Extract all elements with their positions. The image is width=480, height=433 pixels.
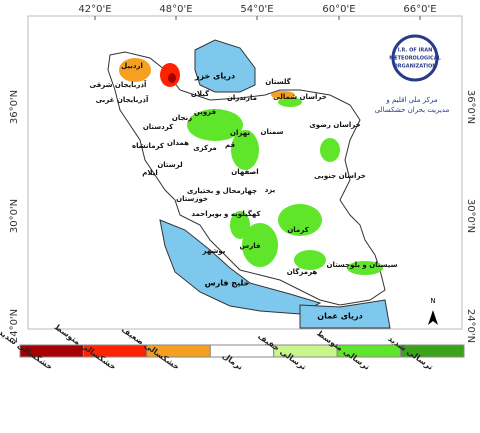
province-label: قزوین: [194, 108, 217, 116]
province-label: آذربایجان غربی: [96, 95, 149, 104]
province-label: خوزستان: [176, 195, 208, 203]
lat-label-right: 36°0'N: [465, 90, 476, 124]
province-label: خراسان جنوبی: [314, 172, 366, 180]
province-label: بوشهر: [202, 247, 226, 255]
province-label: کردستان: [143, 123, 174, 131]
lon-label: 48°0'E: [159, 4, 192, 15]
province-label: کهگیلویه و بویراحمد: [191, 209, 261, 218]
sea-label: خلیج فارس: [205, 279, 250, 289]
logo-persian: مرکز ملی اقلیم و: [385, 96, 437, 104]
province-label: کرمان: [287, 226, 309, 234]
province-label: سمنان: [260, 128, 283, 136]
gulf-of-oman: [299, 299, 391, 329]
province-label: اردبیل: [121, 62, 143, 70]
province-label: لرستان: [157, 161, 183, 169]
province-label: فارس: [240, 242, 261, 250]
lon-label: 54°0'E: [240, 4, 273, 15]
province-label: همدان: [167, 139, 189, 147]
wet-areas: [187, 97, 383, 275]
province-label: خراسان رضوی: [309, 121, 360, 129]
dry-areas: [119, 58, 295, 99]
logo-text: METEOROLOGICAL: [389, 56, 441, 62]
logo-persian: مدیریت بحران خشکسالی: [375, 106, 450, 114]
province-label: یزد: [265, 186, 276, 194]
province-label: سیستان و بلوچستان: [326, 261, 397, 269]
lat-label: 24°0'N: [9, 309, 20, 343]
province-label: تهران: [230, 129, 250, 137]
lat-label-right: 24°0'N: [465, 309, 476, 343]
province-label: زنجان: [172, 114, 192, 122]
lat-label: 30°0'N: [9, 199, 20, 233]
lon-label: 66°0'E: [403, 4, 436, 15]
province-label: قم: [225, 141, 235, 149]
logo-ring: [391, 34, 439, 82]
province-label: هرمزگان: [287, 267, 318, 276]
lon-label: 60°0'E: [322, 4, 355, 15]
legend-swatch: [209, 344, 275, 358]
sea-label: دریای خزر: [194, 72, 235, 81]
province-label: کرمانشاه: [132, 142, 165, 150]
legend-swatch: [400, 344, 465, 358]
lat-label-right: 30°0'N: [465, 199, 476, 233]
province-label: چهارمحال و بختیاری: [187, 187, 257, 195]
logo-text: I.R. OF IRAN: [398, 48, 433, 54]
province-label: آذربایجان شرقی: [90, 80, 147, 89]
province-label: گیلان: [191, 89, 210, 98]
north-label: N: [430, 297, 435, 305]
province-label: گلستان: [265, 77, 291, 86]
province-label: ایلام: [142, 169, 157, 177]
province-label: مرکزی: [193, 144, 217, 152]
province-label: مازندران: [227, 94, 257, 102]
caspian-sea: [194, 39, 256, 93]
logo-text: ORGANIZATION: [394, 64, 437, 70]
province-label: اصفهان: [231, 168, 258, 176]
north-arrow: [428, 310, 438, 325]
lon-label: 42°0'E: [78, 4, 111, 15]
lat-label: 36°0'N: [9, 90, 20, 124]
province-label: خراسان شمالی: [273, 93, 327, 101]
sea-label: دریای عمان: [317, 312, 363, 321]
